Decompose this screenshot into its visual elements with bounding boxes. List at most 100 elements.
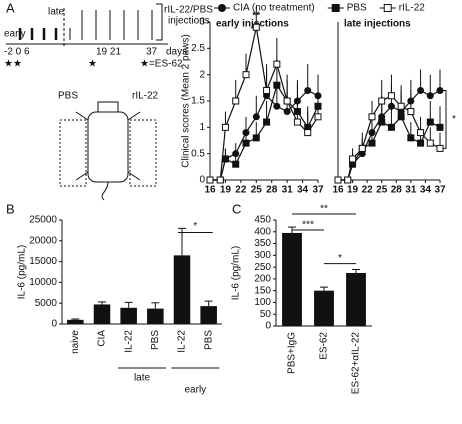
annotation: ** <box>252 11 260 22</box>
marker <box>293 118 301 126</box>
y-tick-label: 0 <box>51 319 57 330</box>
marker <box>242 139 250 147</box>
schematic-text: PBS <box>58 91 78 102</box>
y-tick-label: 300 <box>254 250 271 261</box>
y-tick-label: 10000 <box>29 277 57 288</box>
x-tick-label: 28 <box>391 185 403 196</box>
y-tick-label: 150 <box>254 285 271 296</box>
schematic-text: -2 0 6 <box>4 47 30 58</box>
marker <box>206 176 214 184</box>
marker <box>221 155 229 163</box>
marker <box>314 113 322 121</box>
y-axis-label: IL-6 (pg/mL) <box>17 245 28 299</box>
marker <box>378 97 386 105</box>
marker <box>349 155 357 163</box>
marker <box>242 71 250 79</box>
marker <box>387 92 395 100</box>
x-tick-label: 37 <box>434 185 446 196</box>
y-tick-label: 0 <box>265 321 271 332</box>
y-tick-label: 15000 <box>29 256 57 267</box>
marker <box>426 139 434 147</box>
legend-marker <box>331 4 340 12</box>
marker <box>283 97 291 105</box>
legend-label: PBS <box>347 3 367 14</box>
y-tick-label: 3 <box>199 17 205 28</box>
schematic-text: 19 21 <box>96 47 121 58</box>
x-tick-label: naive <box>70 330 81 354</box>
x-tick-label: PBS <box>150 330 161 350</box>
y-tick-label: 20000 <box>29 235 57 246</box>
marker <box>252 23 260 31</box>
y-tick-label: 2.5 <box>191 43 205 54</box>
schematic-text: 37 <box>146 47 158 58</box>
marker <box>368 139 376 147</box>
y-tick-label: 0 <box>199 175 205 186</box>
schematic-text: late <box>48 7 65 18</box>
x-tick-label: PBS+IgG <box>287 332 298 374</box>
marker <box>436 86 444 94</box>
marker <box>232 97 240 105</box>
marker <box>273 81 281 89</box>
x-tick-label: 31 <box>405 185 417 196</box>
marker <box>387 123 395 131</box>
x-tick-label: 16 <box>332 185 344 196</box>
y-tick-label: 0.5 <box>191 148 205 159</box>
x-tick-label: 25 <box>251 185 263 196</box>
x-tick-label: 31 <box>282 185 294 196</box>
x-tick-label: 19 <box>347 185 359 196</box>
x-tick-label: CIA <box>97 330 108 347</box>
bar <box>173 255 191 324</box>
series-line <box>210 89 319 181</box>
marker <box>417 139 425 147</box>
y-tick-label: 25000 <box>29 215 57 226</box>
marker <box>378 118 386 126</box>
bar <box>282 232 302 326</box>
marker <box>221 123 229 131</box>
bar <box>67 319 84 324</box>
group-label: late <box>134 373 151 384</box>
schematic-text: rIL-22 <box>132 91 159 102</box>
legend-label: CIA (no treatment) <box>233 3 315 14</box>
marker <box>232 160 240 168</box>
marker <box>436 123 444 131</box>
y-axis-label: IL-6 (pg/mL) <box>231 246 242 300</box>
panel-label: C <box>232 201 241 216</box>
annotation: * <box>338 253 342 264</box>
y-tick-label: 100 <box>254 297 271 308</box>
legend-label: rIL-22 <box>399 3 426 14</box>
legend-marker <box>218 4 226 12</box>
panel-label: B <box>6 201 15 216</box>
marker <box>252 113 260 121</box>
series-line <box>210 83 319 181</box>
panel-label: A <box>6 0 15 15</box>
schematic-text: days <box>166 47 187 58</box>
annotation: ** <box>320 204 328 215</box>
y-tick-label: 350 <box>254 238 271 249</box>
y-tick-label: 250 <box>254 262 271 273</box>
annotation: * <box>193 221 197 232</box>
x-tick-label: 22 <box>362 185 374 196</box>
subtitle: late injections <box>344 19 411 30</box>
x-tick-label: 37 <box>312 185 324 196</box>
mouse-drawing <box>59 101 157 201</box>
x-tick-label: IL-22 <box>177 330 188 353</box>
x-tick-label: 19 <box>220 185 232 196</box>
x-tick-label: ES-62+αIL-22 <box>351 332 362 395</box>
bar <box>346 273 366 326</box>
marker <box>216 176 224 184</box>
schematic-text: injections <box>168 16 210 27</box>
annotation: *** <box>302 220 314 231</box>
marker <box>334 176 342 184</box>
y-tick-label: 5000 <box>35 298 58 309</box>
x-tick-label: 28 <box>266 185 278 196</box>
marker <box>397 113 405 121</box>
y-tick-label: 450 <box>254 215 271 226</box>
y-tick-label: 2 <box>199 69 205 80</box>
timeline <box>6 3 168 48</box>
marker <box>426 118 434 126</box>
x-tick-label: ES-62 <box>319 332 330 360</box>
y-axis-label: Clinical scores (Mean 2 paws) <box>181 34 192 167</box>
x-tick-label: 34 <box>420 185 432 196</box>
marker <box>252 134 260 142</box>
